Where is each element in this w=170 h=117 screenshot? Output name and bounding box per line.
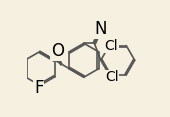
Text: F: F [34, 79, 44, 97]
Text: N: N [94, 20, 106, 38]
Text: O: O [51, 42, 64, 60]
Text: Cl: Cl [104, 39, 118, 53]
Text: Cl: Cl [105, 70, 118, 84]
